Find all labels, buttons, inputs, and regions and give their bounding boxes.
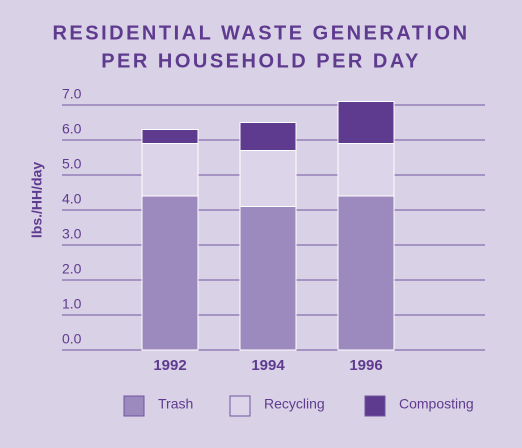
y-tick-label: 6.0 xyxy=(62,121,82,137)
y-tick-label: 0.0 xyxy=(62,331,82,347)
y-tick-label: 5.0 xyxy=(62,156,82,172)
legend-swatch xyxy=(123,395,145,417)
chart-title: RESIDENTIAL WASTE GENERATION xyxy=(52,22,469,44)
bar-segment xyxy=(141,129,199,144)
legend-label: Trash xyxy=(158,396,193,412)
legend-label: Composting xyxy=(399,396,474,412)
y-tick-label: 4.0 xyxy=(62,191,82,207)
bar-segment xyxy=(239,122,297,151)
bar-segment xyxy=(141,195,199,351)
y-axis-label: lbs./HH/day xyxy=(29,162,45,238)
chart-subtitle: PER HOUSEHOLD PER DAY xyxy=(101,50,421,72)
bar-segment xyxy=(239,206,297,351)
y-tick-label: 1.0 xyxy=(62,296,82,312)
bar-segment xyxy=(239,150,297,207)
y-tick-label: 2.0 xyxy=(62,261,82,277)
bar-segment xyxy=(337,195,395,351)
legend-swatch xyxy=(229,395,251,417)
bar-segment xyxy=(337,143,395,197)
legend-swatch xyxy=(364,395,386,417)
x-tick-label: 1996 xyxy=(349,357,382,374)
y-tick-label: 3.0 xyxy=(62,226,82,242)
x-tick-label: 1992 xyxy=(153,357,186,374)
y-tick-label: 7.0 xyxy=(62,86,82,102)
x-tick-label: 1994 xyxy=(251,357,285,374)
bar-segment xyxy=(141,143,199,197)
bar-segment xyxy=(337,101,395,144)
legend-label: Recycling xyxy=(264,396,325,412)
